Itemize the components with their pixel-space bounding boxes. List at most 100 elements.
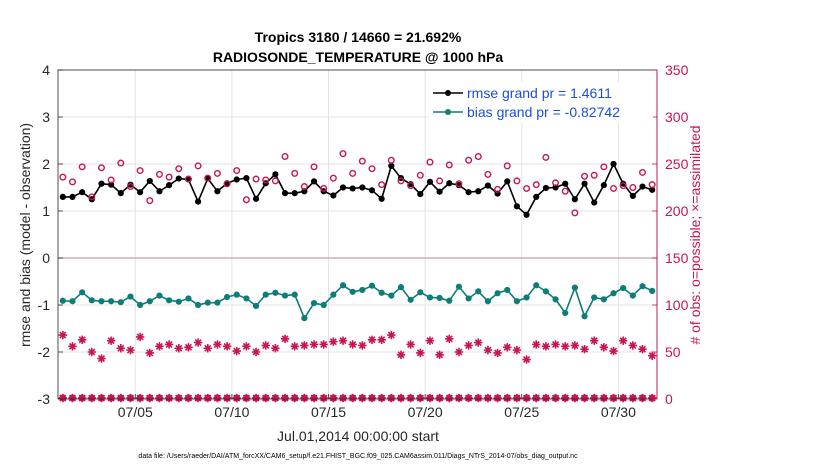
obs-assimilated-point <box>271 344 280 353</box>
obs-possible-point <box>484 170 492 178</box>
bias-point <box>475 288 482 295</box>
obs-assimilated-point <box>145 348 154 358</box>
x-tick-label: 07/10 <box>214 404 249 420</box>
obs-possible-point <box>242 196 250 204</box>
obs-assimilated-point <box>222 342 232 351</box>
series-layer <box>58 150 657 403</box>
bias-point <box>281 292 289 299</box>
obs-assimilated-point <box>638 344 647 354</box>
rmse-point <box>639 183 646 190</box>
obs-assimilated-point <box>387 330 396 340</box>
chart-title: Tropics 3180 / 14660 = 21.692% <box>255 29 462 45</box>
obs-assimilated-point <box>68 342 77 351</box>
obs-possible-point <box>465 156 473 164</box>
y2-axis-label: # of obs: o=possible; ×=assimilated <box>687 125 703 344</box>
obs-assimilated-point <box>532 393 541 403</box>
obs-assimilated-point <box>329 337 338 346</box>
obs-possible-point <box>552 179 560 187</box>
obs-assimilated-point <box>367 393 377 403</box>
obs-possible-point <box>204 174 212 182</box>
y-tick-label: -1 <box>38 297 51 313</box>
rmse-point <box>417 190 424 198</box>
obs-assimilated-point <box>155 393 164 403</box>
obs-assimilated-point <box>174 393 183 403</box>
obs-possible-point <box>426 158 434 166</box>
rmse-point <box>146 177 153 185</box>
bias-point <box>571 284 578 291</box>
obs-possible-point <box>542 153 550 161</box>
obs-possible-point <box>329 174 337 182</box>
obs-assimilated-point <box>474 338 483 347</box>
bias-point <box>320 301 327 309</box>
obs-assimilated-point <box>425 393 435 403</box>
obs-possible-point <box>581 172 589 180</box>
obs-possible-point <box>571 209 579 217</box>
obs-assimilated-point <box>348 393 357 403</box>
bias-point <box>591 294 598 301</box>
obs-assimilated-point <box>280 334 290 344</box>
obs-assimilated-point <box>609 346 618 356</box>
bias-point <box>204 299 211 306</box>
obs-assimilated-point <box>464 393 473 403</box>
rmse-point <box>542 184 549 192</box>
obs-assimilated-point <box>541 393 551 403</box>
bias-point <box>523 294 530 301</box>
obs-assimilated-point <box>261 341 270 350</box>
bias-point <box>98 298 105 305</box>
obs-assimilated-point <box>396 393 406 403</box>
bias-point <box>330 291 337 298</box>
x-tick-label: 07/15 <box>311 404 346 420</box>
y-axis-left: -3 -2 -1 0 1 2 3 4 <box>38 62 63 407</box>
series-rmse <box>59 160 656 218</box>
x-axis: 07/05 07/10 07/15 07/20 07/25 07/30 <box>118 394 636 420</box>
obs-assimilated-point <box>377 393 386 403</box>
rmse-point <box>591 199 598 206</box>
bias-point <box>223 293 231 301</box>
bias-point <box>484 298 492 305</box>
obs-assimilated-point <box>551 393 560 403</box>
y-axis-label: rmse and bias (model - observation) <box>17 123 33 347</box>
legend: rmse grand pr = 1.4611 bias grand pr = -… <box>428 82 653 123</box>
y2-tick-label: 50 <box>665 344 681 360</box>
rmse-point <box>98 180 105 187</box>
obs-assimilated-point <box>416 393 425 403</box>
rmse-point <box>194 198 202 205</box>
obs-assimilated-point <box>58 393 68 403</box>
rmse-point <box>465 189 472 196</box>
obs-possible-point <box>88 193 96 201</box>
obs-possible-point <box>532 181 540 189</box>
y-tick-label: 3 <box>42 109 50 125</box>
obs-assimilated-point <box>454 347 464 357</box>
obs-assimilated-point <box>464 341 473 350</box>
obs-possible-point <box>523 184 531 192</box>
bias-point <box>108 298 115 305</box>
obs-possible-point <box>368 165 376 173</box>
obs-assimilated-point <box>647 393 657 403</box>
obs-assimilated-point <box>599 393 609 403</box>
obs-possible-point <box>407 182 415 190</box>
obs-possible-point <box>233 167 241 175</box>
series-assimilated-low <box>58 393 657 403</box>
bias-point <box>301 315 308 322</box>
rmse-point <box>378 195 385 202</box>
rmse-point <box>330 192 337 199</box>
bias-point <box>127 293 134 300</box>
rmse-point <box>436 188 443 195</box>
bias-point <box>436 294 443 302</box>
rmse-point <box>233 176 240 183</box>
obs-possible-point <box>271 177 279 185</box>
bias-point <box>214 299 221 306</box>
obs-possible-point <box>97 164 105 172</box>
obs-assimilated-point <box>425 336 435 345</box>
obs-possible-point <box>610 184 618 192</box>
obs-assimilated-point <box>590 393 599 403</box>
bias-point <box>272 289 279 296</box>
obs-assimilated-point <box>203 344 212 353</box>
obs-possible-point <box>358 157 366 165</box>
obs-assimilated-point <box>522 393 531 403</box>
bias-point <box>359 286 366 294</box>
obs-possible-point <box>513 177 521 185</box>
bias-point <box>426 294 434 301</box>
obs-assimilated-point <box>87 393 97 403</box>
